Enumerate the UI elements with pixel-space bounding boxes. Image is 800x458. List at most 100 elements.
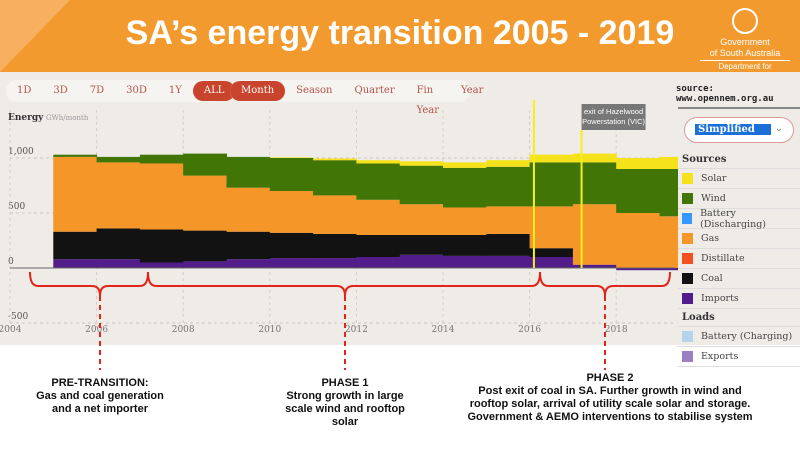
legend-item-battery-charging-[interactable]: Battery (Charging) bbox=[678, 327, 800, 347]
bar-solar-2017 bbox=[572, 153, 617, 163]
range-tab-3d[interactable]: 3D bbox=[53, 85, 68, 96]
bar-imports-2006 bbox=[96, 259, 141, 268]
range-tab-1y[interactable]: 1Y bbox=[168, 85, 182, 96]
y-tick-label: 500 bbox=[8, 202, 25, 212]
phase-text: and a net importer bbox=[52, 403, 148, 415]
legend-swatch bbox=[682, 331, 693, 342]
banner-decoration bbox=[0, 0, 70, 72]
x-tick-label: 2006 bbox=[85, 325, 108, 335]
legend-item-wind[interactable]: Wind bbox=[678, 189, 800, 209]
legend-label: Battery (Discharging) bbox=[700, 207, 766, 230]
phase-text: Government & AEMO interventions to stabi… bbox=[467, 411, 753, 423]
phase-bracket bbox=[147, 271, 541, 297]
range-tab-1d[interactable]: 1D bbox=[17, 85, 32, 96]
bar-imports-2010 bbox=[269, 258, 314, 268]
bar-gas-2012 bbox=[356, 199, 401, 235]
legend-item-gas[interactable]: Gas bbox=[678, 229, 800, 249]
bar-wind-2008 bbox=[183, 153, 227, 176]
interval-tab-season[interactable]: Season bbox=[296, 85, 333, 96]
bar-imports-2011 bbox=[313, 258, 357, 268]
bar-gas-2006 bbox=[96, 162, 141, 229]
page-title: SA’s energy transition 2005 - 2019 bbox=[125, 14, 675, 52]
bar-gas-2010 bbox=[269, 191, 314, 233]
y-tick-label: 1,000 bbox=[8, 147, 34, 157]
legend-item-solar[interactable]: Solar bbox=[678, 169, 800, 189]
phase-1: PHASE 1 Strong growth in large scale win… bbox=[265, 377, 425, 429]
phase-title: PRE-TRANSITION: bbox=[51, 377, 149, 389]
range-tab-all[interactable]: ALL bbox=[192, 81, 236, 101]
gov-sa-logo: Government of South Australia Department… bbox=[700, 8, 790, 72]
legend-item-battery-discharging-[interactable]: Battery (Discharging) bbox=[678, 207, 800, 230]
source-credit: source: www.opennem.org.au bbox=[676, 84, 774, 104]
bar-coal-2015 bbox=[486, 233, 531, 256]
bar-solar-2010 bbox=[269, 157, 314, 158]
bar-wind-2014 bbox=[443, 167, 487, 208]
bar-wind-2016 bbox=[529, 162, 574, 207]
legend-label: Solar bbox=[701, 173, 727, 184]
bar-solar-2018 bbox=[616, 158, 660, 169]
bar-imports-2016 bbox=[529, 257, 574, 268]
bar-wind-2019 bbox=[659, 169, 678, 217]
legend-label: Imports bbox=[701, 293, 739, 304]
bar-gas-2009 bbox=[226, 187, 271, 232]
y-tick-label: -500 bbox=[8, 312, 28, 322]
bar-imports-2018 bbox=[616, 268, 660, 271]
phase-title: PHASE 1 bbox=[321, 377, 369, 389]
bar-coal-2013 bbox=[399, 235, 444, 255]
bar-gas-2015 bbox=[486, 206, 531, 234]
y-axis-label: Energy bbox=[8, 113, 44, 123]
logo-dept: Department for bbox=[700, 60, 790, 72]
bar-imports-2008 bbox=[183, 261, 227, 268]
range-tabs: 1D 3D 7D 30D 1Y ALL bbox=[6, 80, 236, 102]
interval-tab-year[interactable]: Year bbox=[461, 85, 484, 96]
range-tab-30d[interactable]: 30D bbox=[126, 85, 147, 96]
legend-swatch bbox=[682, 173, 693, 184]
bar-coal-2014 bbox=[443, 235, 487, 256]
bar-imports-2013 bbox=[399, 254, 444, 268]
legend-label: Gas bbox=[701, 233, 720, 244]
bar-solar-2011 bbox=[313, 158, 357, 161]
x-tick-label: 2018 bbox=[605, 325, 628, 335]
bar-imports-2019 bbox=[659, 268, 678, 271]
legend-item-exports[interactable]: Exports bbox=[678, 347, 800, 367]
legend-item-coal[interactable]: Coal bbox=[678, 269, 800, 289]
legend-item-distillate[interactable]: Distillate bbox=[678, 249, 800, 269]
legend-swatch bbox=[682, 193, 693, 204]
bar-coal-2009 bbox=[226, 231, 271, 260]
interval-tabs: Month Season Quarter Fin Year Year bbox=[230, 80, 483, 116]
bar-solar-2013 bbox=[399, 161, 444, 166]
bar-imports-2007 bbox=[139, 262, 184, 268]
bar-imports-2015 bbox=[486, 255, 531, 268]
legend-label: Exports bbox=[701, 351, 739, 362]
interval-tab-quarter[interactable]: Quarter bbox=[354, 85, 395, 96]
bar-gas-2008 bbox=[183, 175, 227, 231]
bar-gas-2019 bbox=[659, 216, 678, 268]
event-label: exit of Hazelwood Powerstation (VIC) bbox=[582, 107, 645, 126]
view-select[interactable]: Simplified ⌄ bbox=[684, 117, 794, 143]
bar-imports-2005 bbox=[53, 259, 98, 268]
bar-wind-2015 bbox=[486, 166, 531, 207]
interval-tab-fin-year[interactable]: Fin Year bbox=[416, 85, 440, 116]
legend-label: Battery (Charging) bbox=[701, 331, 793, 342]
bar-coal-2012 bbox=[356, 235, 401, 257]
bar-wind-2013 bbox=[399, 165, 444, 205]
bar-coal-2016 bbox=[529, 248, 574, 257]
energy-chart: -500 0 500 1,000 2004 2006 2008 2010 2012 2014 201… bbox=[0, 100, 678, 370]
bar-coal-2008 bbox=[183, 230, 227, 262]
range-tab-7d[interactable]: 7D bbox=[89, 85, 105, 96]
bar-wind-2011 bbox=[313, 160, 357, 196]
phase-bracket bbox=[539, 271, 671, 297]
phase-text: Post exit of coal in SA. Further growth … bbox=[478, 385, 742, 397]
interval-tab-month[interactable]: Month bbox=[230, 81, 286, 101]
bar-gas-2016 bbox=[529, 206, 574, 249]
x-tick-label: 2014 bbox=[432, 325, 455, 335]
bar-coal-2010 bbox=[269, 232, 314, 259]
header-banner: SA’s energy transition 2005 - 2019 Gover… bbox=[0, 0, 800, 72]
sources-heading: Sources bbox=[678, 151, 800, 169]
bar-gas-2005 bbox=[53, 156, 98, 232]
bar-solar-2014 bbox=[443, 162, 487, 168]
legend-swatch bbox=[682, 253, 693, 264]
bar-imports-2009 bbox=[226, 259, 271, 268]
bar-wind-2012 bbox=[356, 163, 401, 200]
legend-item-imports[interactable]: Imports bbox=[678, 289, 800, 309]
